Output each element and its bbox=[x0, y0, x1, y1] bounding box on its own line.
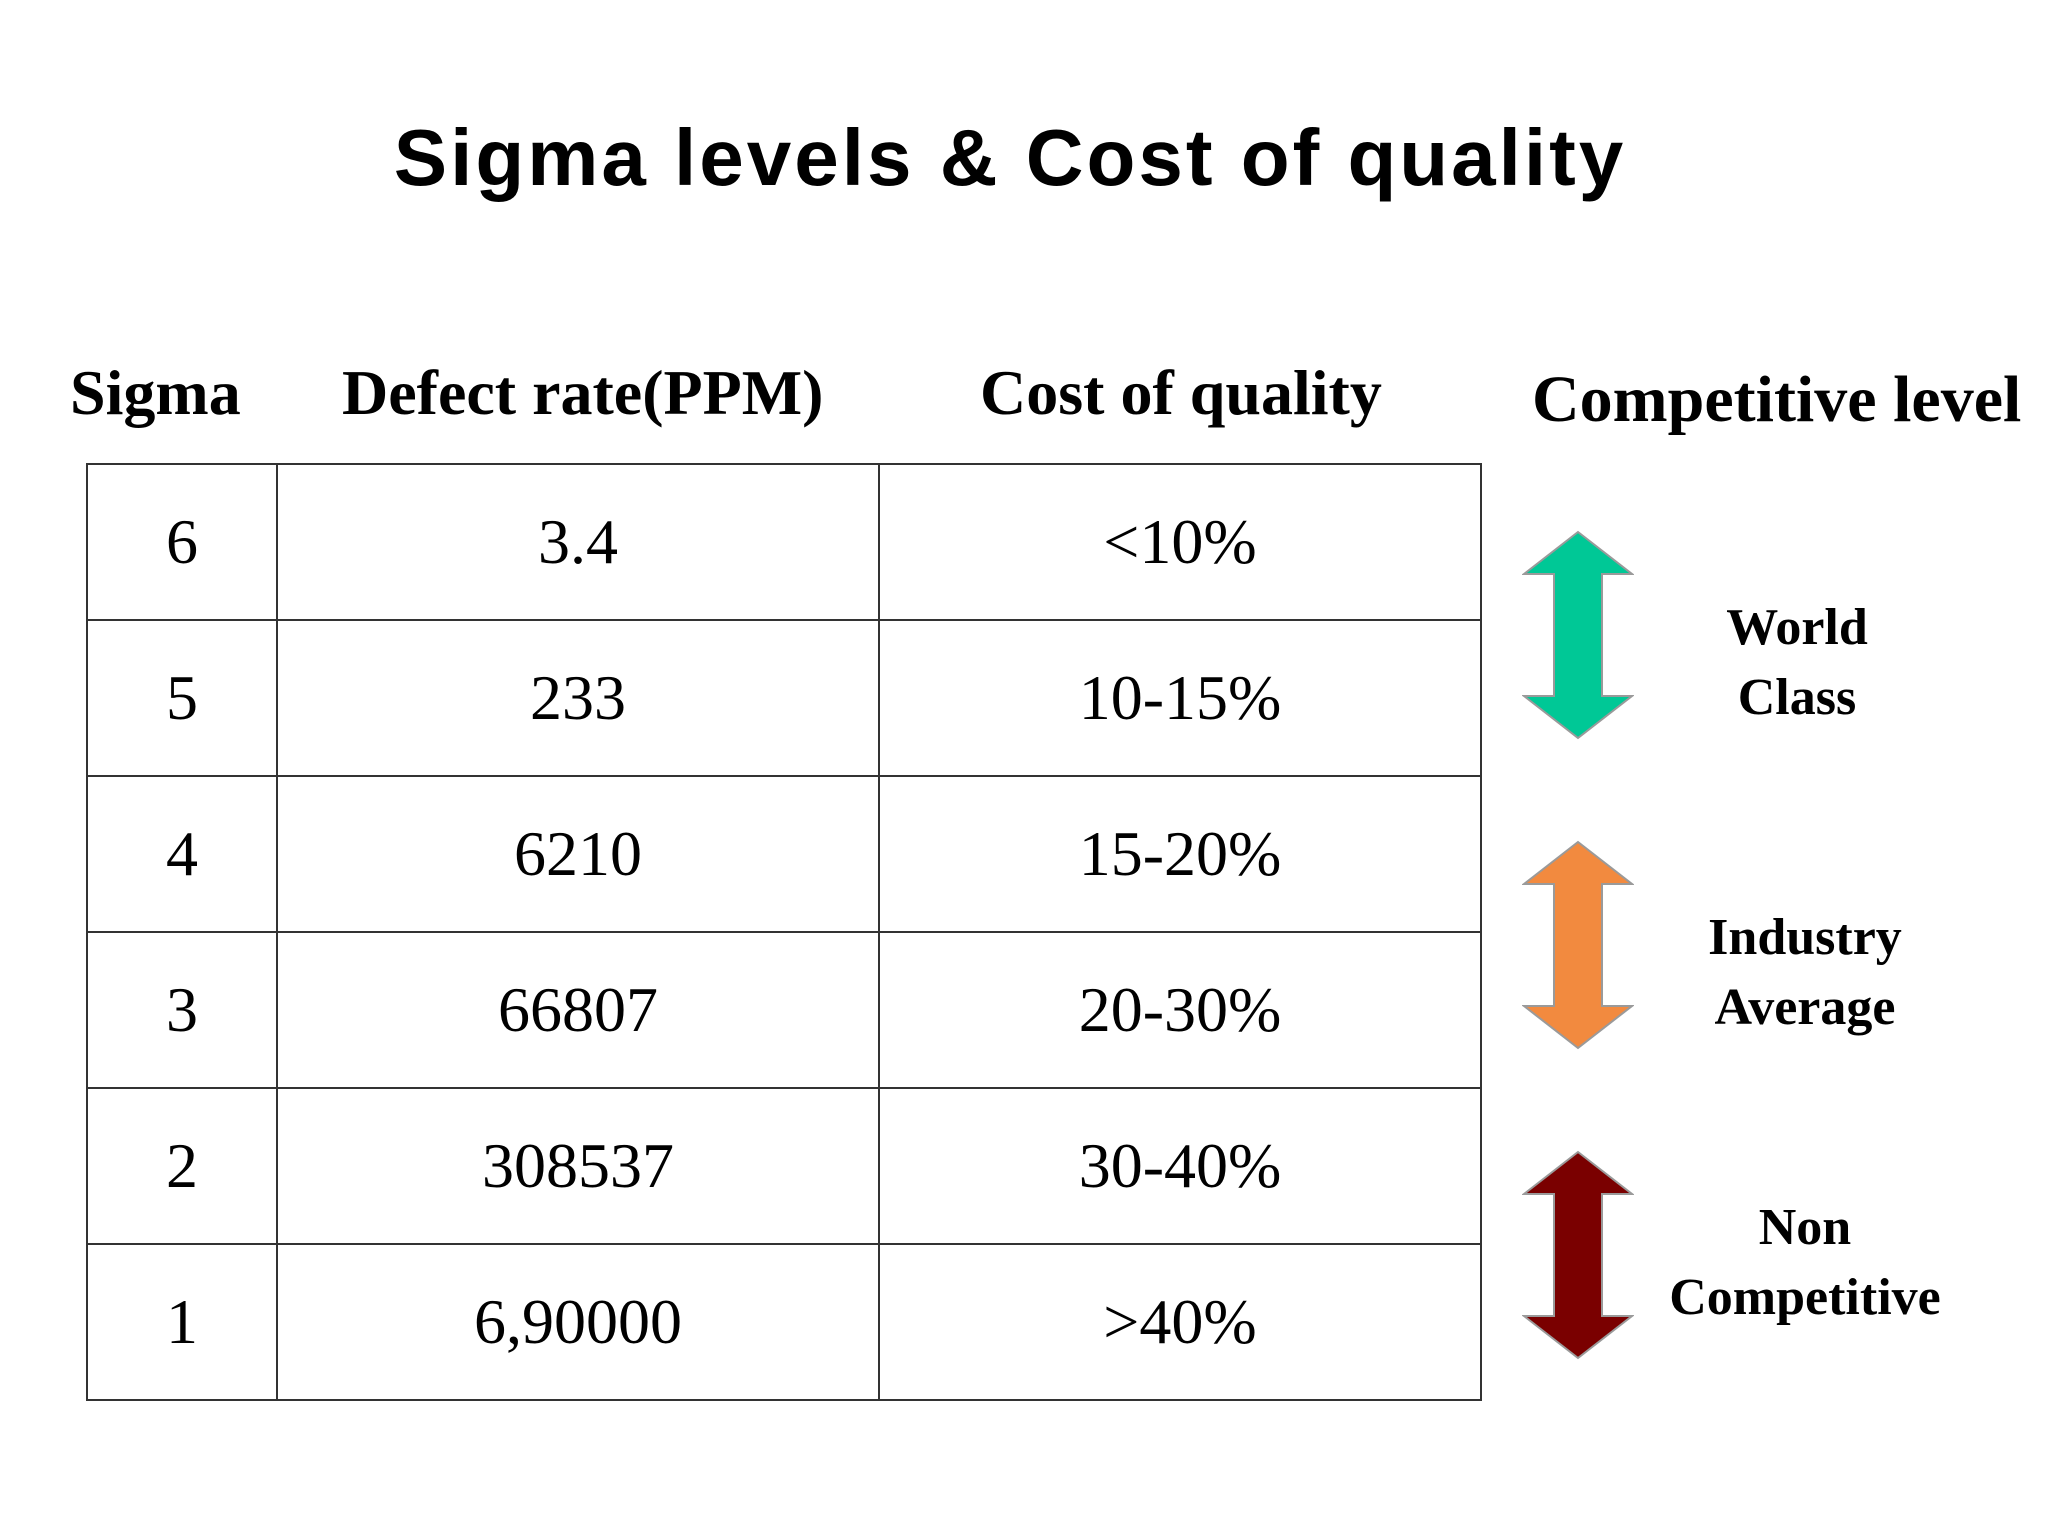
defect-rate-cell: 6,90000 bbox=[276, 1243, 880, 1401]
sigma-cell: 2 bbox=[86, 1087, 278, 1245]
defect-rate-cell: 66807 bbox=[276, 931, 880, 1089]
level-line-1: Industry bbox=[1708, 909, 1902, 966]
table-row: 6 3.4 <10% bbox=[86, 463, 1482, 621]
table-row: 4 6210 15-20% bbox=[86, 775, 1482, 933]
sigma-cell: 4 bbox=[86, 775, 278, 933]
sigma-table: 6 3.4 <10% 5 233 10-15% 4 6210 15-20% 3 … bbox=[86, 463, 1482, 1401]
sigma-cell: 3 bbox=[86, 931, 278, 1089]
level-line-2: Class bbox=[1737, 669, 1857, 726]
sigma-cell: 6 bbox=[86, 463, 278, 621]
table-row: 5 233 10-15% bbox=[86, 619, 1482, 777]
header-competitive-level: Competitive level bbox=[1532, 363, 2022, 436]
slide-title: Sigma levels & Cost of quality bbox=[393, 113, 1627, 202]
cost-cell: >40% bbox=[878, 1243, 1482, 1401]
level-line-2: Average bbox=[1714, 979, 1896, 1036]
cost-cell: 10-15% bbox=[878, 619, 1482, 777]
industry-average-double-arrow-icon bbox=[1522, 840, 1634, 1050]
defect-rate-cell: 233 bbox=[276, 619, 880, 777]
cost-cell: 20-30% bbox=[878, 931, 1482, 1089]
sigma-cell: 5 bbox=[86, 619, 278, 777]
defect-rate-cell: 6210 bbox=[276, 775, 880, 933]
non-competitive-double-arrow-icon bbox=[1522, 1150, 1634, 1360]
level-line-2: Competitive bbox=[1669, 1269, 1941, 1326]
level-industry-average: Industry Average bbox=[1640, 903, 1970, 1043]
defect-rate-cell: 308537 bbox=[276, 1087, 880, 1245]
cost-cell: 15-20% bbox=[878, 775, 1482, 933]
cost-cell: 30-40% bbox=[878, 1087, 1482, 1245]
header-cost-of-quality: Cost of quality bbox=[980, 357, 1382, 428]
cost-cell: <10% bbox=[878, 463, 1482, 621]
header-defect-rate: Defect rate(PPM) bbox=[342, 357, 824, 428]
level-non-competitive: Non Competitive bbox=[1640, 1193, 1970, 1333]
table-row: 3 66807 20-30% bbox=[86, 931, 1482, 1089]
table-row: 2 308537 30-40% bbox=[86, 1087, 1482, 1245]
level-line-1: Non bbox=[1758, 1199, 1852, 1256]
world-class-double-arrow-icon bbox=[1522, 530, 1634, 740]
sigma-cell: 1 bbox=[86, 1243, 278, 1401]
table-row: 1 6,90000 >40% bbox=[86, 1243, 1482, 1401]
defect-rate-cell: 3.4 bbox=[276, 463, 880, 621]
level-world-class: World Class bbox=[1632, 593, 1962, 733]
level-line-1: World bbox=[1726, 599, 1868, 656]
header-sigma: Sigma bbox=[70, 357, 241, 428]
